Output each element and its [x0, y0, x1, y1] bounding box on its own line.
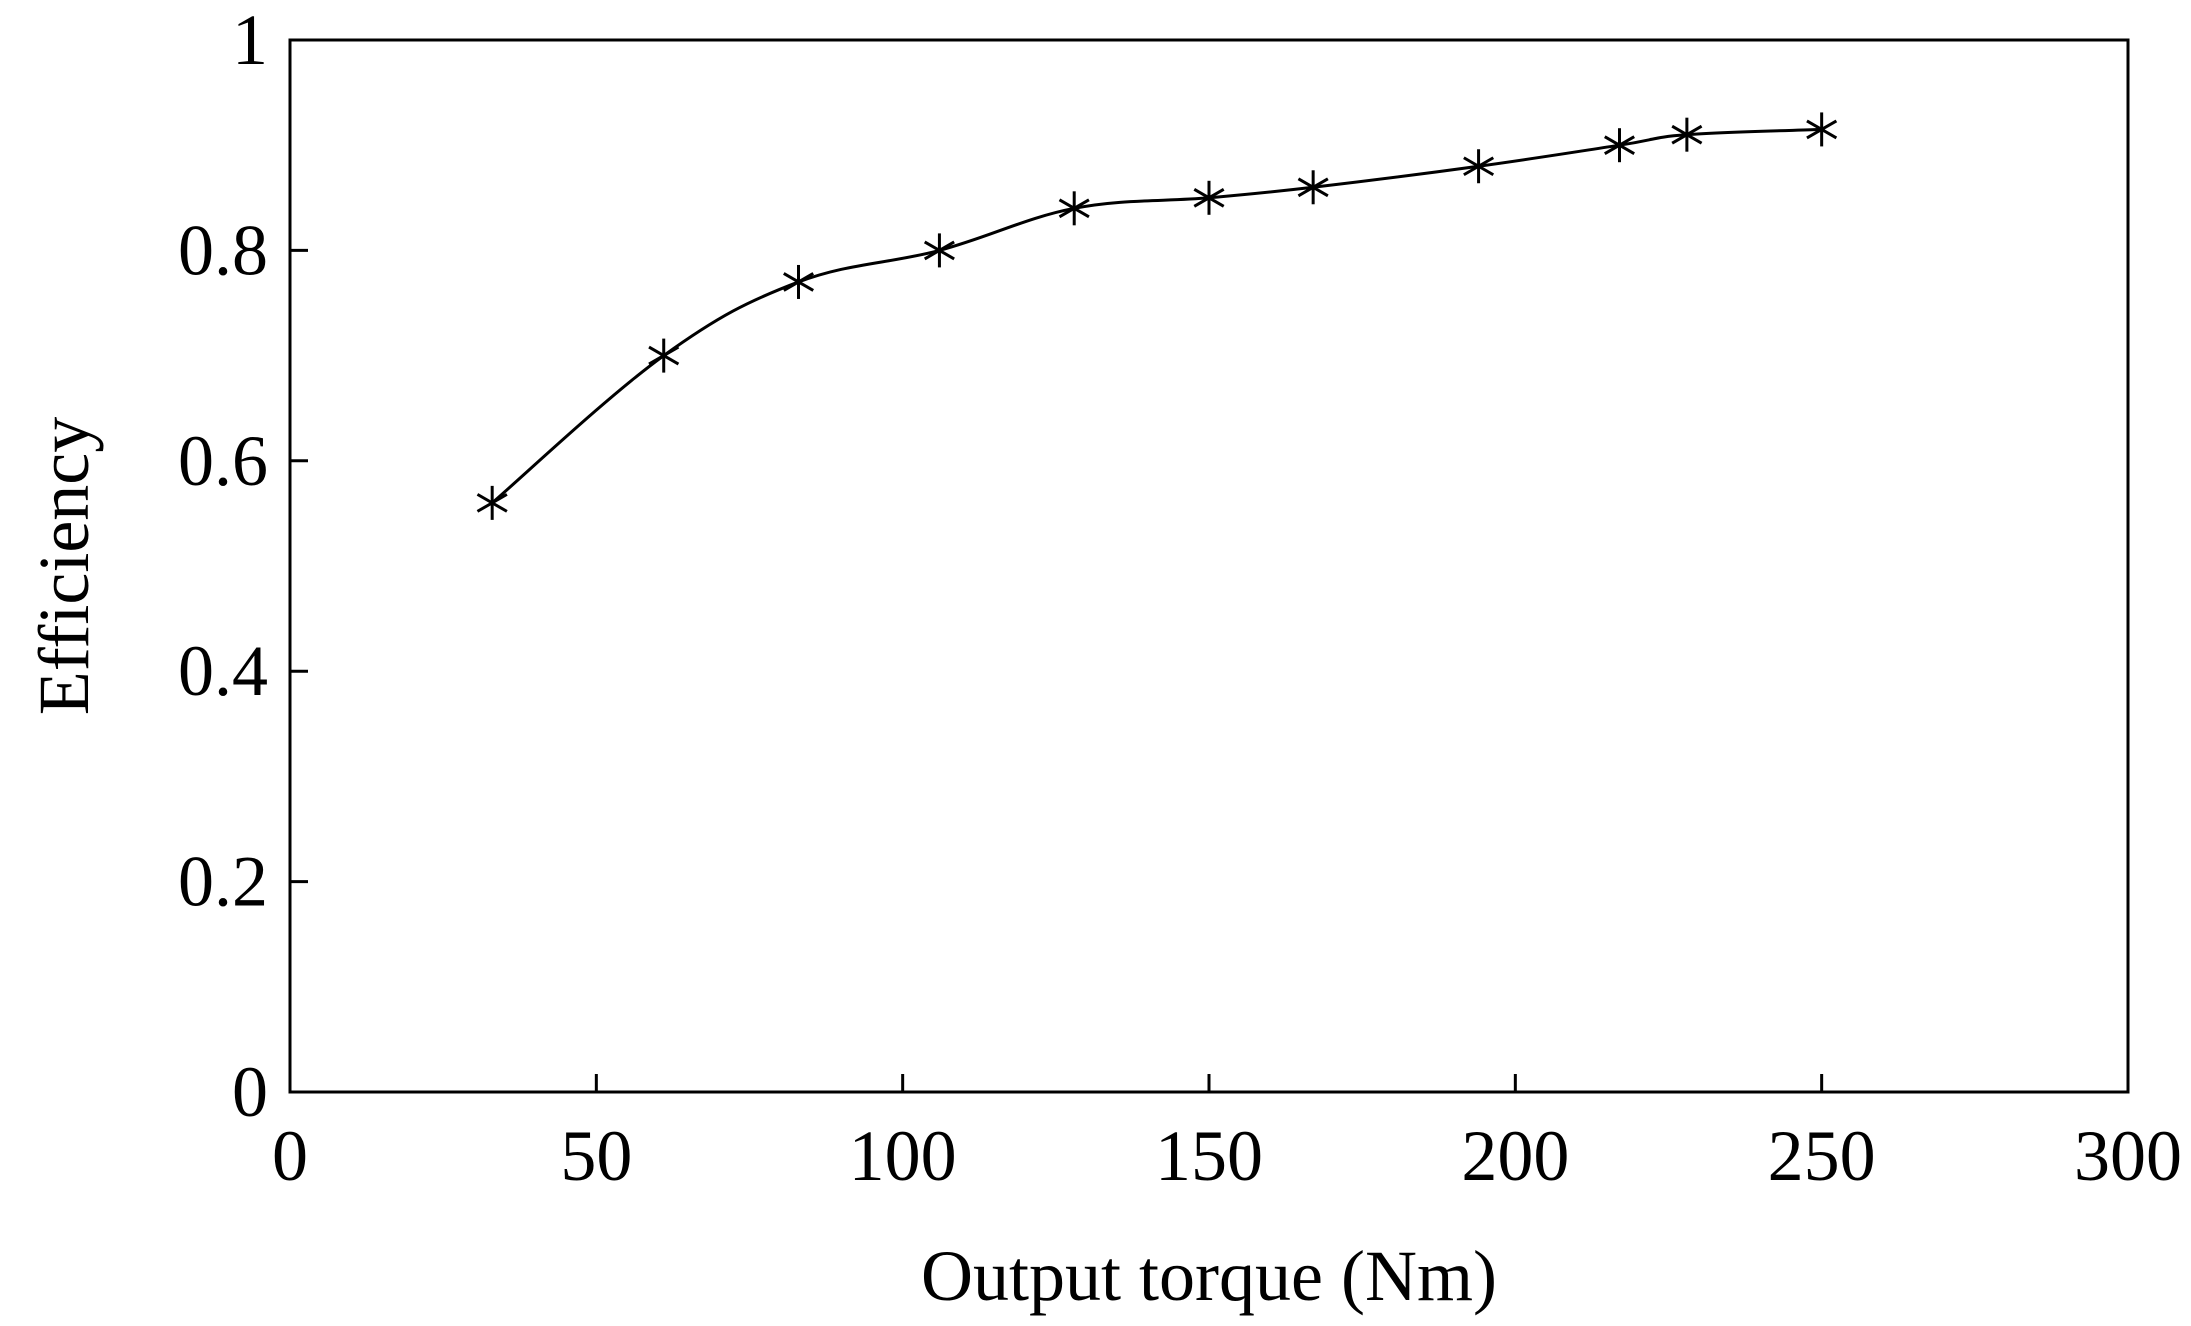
- data-point: [476, 485, 508, 520]
- x-tick-label: 150: [1155, 1116, 1263, 1196]
- data-point: [1193, 180, 1225, 215]
- x-tick-label: 300: [2074, 1116, 2182, 1196]
- y-tick-label: 0: [232, 1052, 268, 1132]
- x-axis-ticks: 0 50 100 150 200 250 300: [272, 1074, 2182, 1196]
- y-tick-label: 0.8: [178, 210, 268, 290]
- data-point: [1297, 170, 1329, 205]
- y-tick-label: 0.4: [178, 631, 268, 711]
- x-tick-label: 250: [1768, 1116, 1876, 1196]
- data-point-markers: [476, 112, 1838, 520]
- data-point: [783, 264, 814, 299]
- efficiency-series-line: [491, 127, 1822, 505]
- y-tick-label: 0.2: [178, 842, 268, 922]
- y-axis-label: Efficiency: [24, 417, 104, 716]
- x-axis-label: Output torque (Nm): [921, 1236, 1497, 1316]
- data-point: [1058, 191, 1090, 226]
- data-point: [648, 338, 680, 373]
- x-tick-label: 0: [272, 1116, 308, 1196]
- y-tick-label: 1: [232, 0, 268, 80]
- y-tick-label: 0.6: [178, 421, 268, 501]
- data-point: [1604, 128, 1635, 163]
- x-tick-label: 200: [1461, 1116, 1569, 1196]
- x-tick-label: 50: [560, 1116, 632, 1196]
- data-point: [1671, 117, 1703, 152]
- x-tick-label: 100: [849, 1116, 957, 1196]
- data-point: [1806, 112, 1838, 147]
- data-point: [1463, 149, 1495, 184]
- data-point: [923, 233, 955, 268]
- y-axis-ticks: 0 0.2 0.4 0.6 0.8 1: [178, 0, 308, 1132]
